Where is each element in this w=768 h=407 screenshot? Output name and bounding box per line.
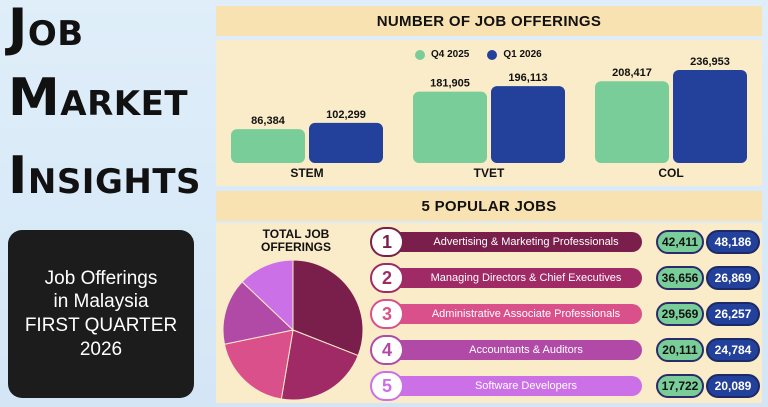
headline-initial: M (8, 68, 61, 128)
legend-item-q4: Q4 2025 (415, 49, 469, 60)
job-rank-badge: 2 (370, 263, 404, 293)
bar-value-label: 196,113 (508, 72, 547, 84)
category-label: COL (658, 166, 683, 180)
job-name-bar: Advertising & Marketing Professionals (392, 232, 642, 252)
bar-tvet-q1 (491, 86, 565, 163)
pie-slice (222, 281, 295, 345)
headline-job: JOB (8, 2, 84, 54)
bar-value-label: 208,417 (612, 67, 652, 79)
job-value-q1: 26,257 (706, 302, 760, 326)
job-value-q1: 20,089 (706, 374, 760, 398)
job-name-bar: Software Developers (392, 376, 642, 396)
bar-value-label: 102,299 (326, 109, 366, 121)
subtitle-line: Job Offerings (44, 267, 158, 289)
job-rank-badge: 5 (370, 371, 404, 401)
job-rank-badge: 4 (370, 335, 404, 365)
legend-label-q1: Q1 2026 (503, 49, 542, 60)
legend-dot-q4 (415, 49, 425, 60)
headline-rest: NSIGHTS (27, 162, 201, 202)
headline-insights: INSIGHTS (8, 150, 201, 202)
pie-chart (222, 260, 364, 400)
bar-col-q1 (673, 70, 747, 163)
job-rank-badge: 1 (370, 227, 404, 257)
bar-chart-panel (216, 40, 762, 186)
bar-tvet-q4 (413, 91, 487, 163)
job-value-q1: 26,869 (706, 266, 760, 290)
legend-dot-q1 (487, 49, 498, 60)
bar-chart-legend: Q4 2025 Q1 2026 (415, 49, 542, 60)
bar-chart: 86,384 102,299 STEM 181,905 196,113 TVET 208,4… (231, 56, 747, 180)
job-name-bar: Administrative Associate Professionals (392, 304, 642, 324)
headline-rest: ARKET (60, 84, 189, 124)
legend-label-q4: Q4 2025 (431, 49, 470, 60)
legend-item-q1: Q1 2026 (487, 49, 542, 60)
job-value-q4: 36,656 (656, 266, 704, 290)
bar-stem-q4 (231, 129, 305, 163)
subtitle-line: in Malaysia (53, 291, 149, 313)
bar-chart-title: NUMBER OF JOB OFFERINGS (216, 6, 762, 36)
job-value-q4: 42,411 (656, 230, 704, 254)
pie-slice (280, 329, 359, 400)
subtitle-line: FIRST QUARTER (24, 315, 178, 336)
bar-value-label: 86,384 (251, 115, 286, 127)
job-value-q1: 48,186 (706, 230, 760, 254)
job-value-q4: 17,722 (656, 374, 704, 398)
job-name-bar: Accountants & Auditors (392, 340, 642, 360)
job-name-bar: Managing Directors & Chief Executives (392, 268, 642, 288)
bar-value-label: 181,905 (430, 78, 470, 90)
pie-slice (241, 260, 294, 332)
subtitle-box: Job Offerings in Malaysia FIRST QUARTER … (8, 230, 194, 398)
pie-slice (292, 260, 364, 357)
subtitle-line: 2026 (79, 338, 123, 360)
bar-value-label: 236,953 (690, 56, 730, 68)
job-value-q1: 24,784 (706, 338, 760, 362)
pie-slice (223, 329, 294, 400)
job-rank-badge: 3 (370, 299, 404, 329)
pie-chart-title: TOTAL JOB OFFERINGS (260, 227, 331, 255)
headline-market: MARKET (8, 72, 188, 124)
headline-initial: J (8, 0, 28, 58)
category-label: TVET (474, 166, 505, 180)
popular-jobs-title: 5 POPULAR JOBS (216, 191, 762, 221)
job-value-q4: 20,111 (656, 338, 704, 362)
bar-stem-q1 (309, 122, 383, 163)
job-value-q4: 29,569 (656, 302, 704, 326)
headline-rest: OB (27, 14, 84, 54)
bar-col-q4 (595, 81, 669, 163)
category-label: STEM (290, 166, 323, 180)
headline-initial: I (8, 146, 28, 206)
